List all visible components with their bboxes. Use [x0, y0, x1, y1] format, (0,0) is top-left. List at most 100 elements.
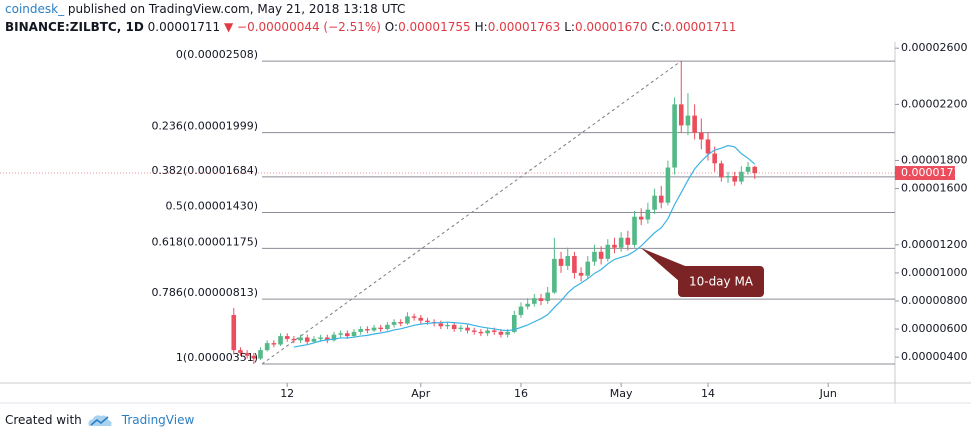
- candle-body: [719, 163, 724, 178]
- candle-body: [345, 333, 350, 337]
- candle-body: [291, 338, 297, 341]
- ohlc-value: 0.00001711: [663, 20, 737, 34]
- fib-label: 0.618(0.00001175): [151, 235, 258, 248]
- change: ▼ −0.00000044 (−2.51%): [223, 20, 381, 34]
- candle-body: [331, 334, 337, 341]
- fib-label: 0.5(0.00001430): [165, 200, 258, 213]
- callout-box: [678, 266, 764, 297]
- y-tick-label: 0.00000400: [901, 350, 967, 363]
- candle-body: [712, 153, 717, 164]
- candle-body: [545, 292, 550, 301]
- candle-body: [632, 216, 637, 245]
- candle-body: [318, 337, 323, 339]
- candle-body: [625, 237, 631, 245]
- ohlc-label: C:: [651, 20, 664, 34]
- candle-body: [324, 337, 330, 341]
- candle-body: [238, 350, 243, 353]
- logo-line: [90, 416, 109, 426]
- candle-body: [585, 261, 591, 276]
- fib-label: 1(0.00000351): [176, 351, 258, 364]
- candle-body: [311, 338, 317, 342]
- candle-body: [645, 209, 651, 220]
- candle-body: [732, 175, 738, 182]
- candle-body: [284, 336, 290, 339]
- candle-body: [685, 115, 691, 126]
- x-tick-label: 16: [514, 387, 528, 400]
- callout-label: 10-day MA: [689, 275, 754, 289]
- y-tick-label: 0.00000600: [901, 322, 967, 335]
- candle-body: [418, 317, 424, 321]
- ohlc: O:0.00001755 H:0.00001763 L:0.00001670 C:0.…: [385, 20, 741, 34]
- candle-body: [405, 316, 410, 324]
- candle-body: [578, 272, 584, 276]
- author[interactable]: coindesk_: [5, 2, 65, 16]
- ma-line: [293, 144, 756, 348]
- candle-body: [678, 104, 684, 126]
- fib-label: 0.382(0.00001684): [151, 164, 258, 177]
- x-tick-label: 14: [701, 387, 715, 400]
- last-price-label: 0.00001711: [901, 166, 967, 179]
- candle-body: [525, 303, 530, 307]
- fib-label: 0.236(0.00001999): [151, 120, 258, 133]
- callout-pointer: [641, 248, 690, 282]
- x-tick-label: 12: [280, 387, 294, 400]
- last-price-box: [895, 166, 955, 181]
- candle-body: [251, 355, 257, 359]
- candle-body: [558, 258, 564, 266]
- candle-body: [465, 327, 470, 331]
- candle-body: [612, 244, 617, 248]
- candle-body: [565, 256, 571, 266]
- ohlc-label: H:: [474, 20, 488, 34]
- candle-body: [652, 195, 657, 210]
- candle-body: [485, 330, 490, 334]
- candle-body: [231, 315, 237, 351]
- candle-body: [739, 171, 744, 182]
- candle-body: [478, 331, 484, 334]
- candle-body: [752, 166, 758, 174]
- symbol-legend: BINANCE:ZILBTC, 1D 0.00001711 ▼ −0.00000…: [5, 20, 740, 34]
- brand[interactable]: TradingView: [121, 413, 195, 427]
- y-tick-label: 0.00001800: [901, 154, 967, 167]
- candle-body: [605, 244, 611, 259]
- candle-body: [244, 352, 250, 356]
- footer: Created with TradingView: [5, 413, 194, 427]
- candle-body: [385, 324, 390, 330]
- candle-body: [518, 306, 524, 316]
- x-tick-label: May: [610, 387, 633, 400]
- candle-body: [271, 343, 277, 345]
- ohlc-value: 0.00001763: [487, 20, 561, 34]
- created-with: Created with: [5, 413, 82, 427]
- candle-body: [672, 104, 677, 168]
- candle-body: [532, 298, 537, 304]
- candle-body: [511, 315, 517, 332]
- fib-label: 0(0.00002508): [176, 48, 258, 61]
- candle-body: [498, 331, 504, 335]
- candle-body: [705, 139, 711, 154]
- candle-body: [538, 298, 544, 301]
- y-tick-label: 0.00002200: [901, 97, 967, 110]
- candle-body: [505, 331, 510, 335]
- candle-body: [458, 327, 464, 330]
- ohlc-value: 0.00001670: [574, 20, 648, 34]
- y-tick-label: 0.00001600: [901, 182, 967, 195]
- ohlc-label: O:: [384, 20, 399, 34]
- candle-body: [658, 195, 664, 203]
- candle-body: [371, 327, 377, 331]
- candle-body: [438, 323, 444, 327]
- y-tick-label: 0.00001000: [901, 266, 967, 279]
- candle-body: [378, 327, 384, 330]
- candle-body: [338, 333, 343, 335]
- x-tick-label: Apr: [411, 387, 431, 400]
- candle-body: [699, 132, 704, 140]
- candle-body: [572, 256, 577, 273]
- candle-body: [725, 175, 731, 178]
- candle-body: [258, 350, 263, 359]
- candle-body: [618, 237, 624, 248]
- candle-body: [592, 251, 597, 262]
- ohlc-value: 0.00001755: [398, 20, 471, 34]
- candle-body: [411, 316, 417, 318]
- y-tick-label: 0.00002600: [901, 41, 967, 54]
- candle-body: [365, 329, 370, 331]
